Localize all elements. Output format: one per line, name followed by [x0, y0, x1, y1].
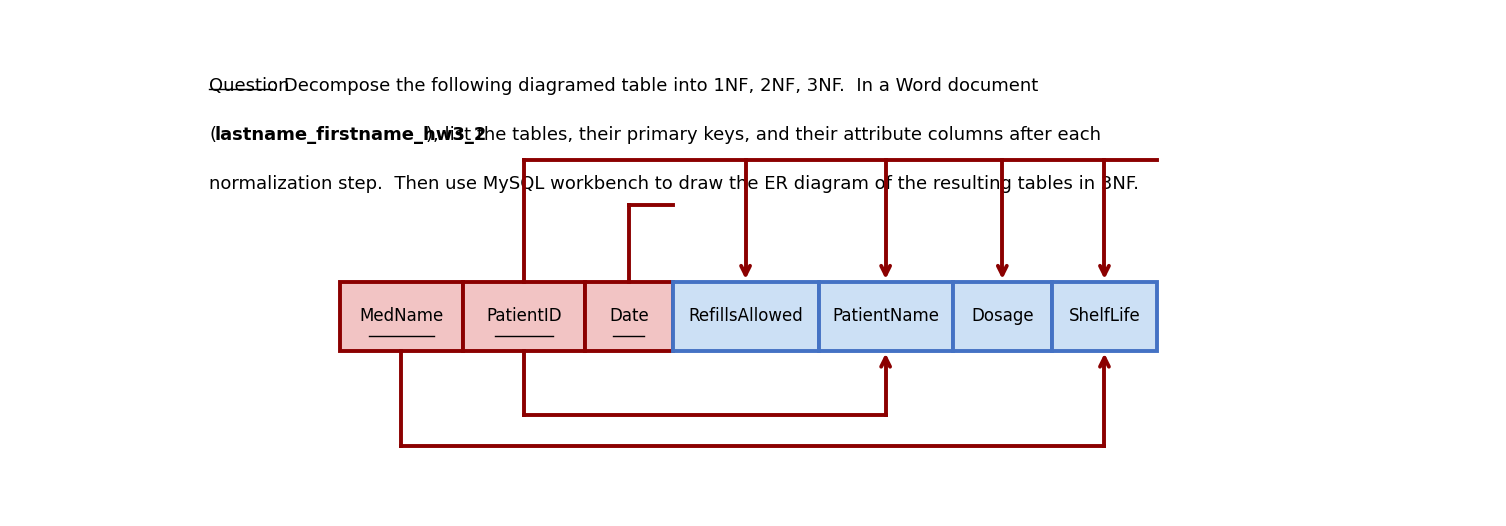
Text: lastname_firstname_hw3_2: lastname_firstname_hw3_2: [215, 126, 486, 144]
Text: PatientName: PatientName: [833, 307, 940, 325]
FancyBboxPatch shape: [1051, 282, 1157, 351]
Text: PatientID: PatientID: [486, 307, 562, 325]
Text: ), list the tables, their primary keys, and their attribute columns after each: ), list the tables, their primary keys, …: [426, 126, 1101, 144]
Text: ShelfLife: ShelfLife: [1069, 307, 1140, 325]
FancyBboxPatch shape: [462, 282, 584, 351]
FancyBboxPatch shape: [673, 282, 819, 351]
FancyBboxPatch shape: [819, 282, 953, 351]
Text: RefillsAllowed: RefillsAllowed: [688, 307, 803, 325]
FancyBboxPatch shape: [584, 282, 673, 351]
Text: Dosage: Dosage: [971, 307, 1033, 325]
Text: MedName: MedName: [358, 307, 443, 325]
Text: Date: Date: [608, 307, 649, 325]
FancyBboxPatch shape: [340, 282, 462, 351]
Text: : Decompose the following diagramed table into 1NF, 2NF, 3NF.  In a Word documen: : Decompose the following diagramed tabl…: [271, 77, 1038, 95]
Text: normalization step.  Then use MySQL workbench to draw the ER diagram of the resu: normalization step. Then use MySQL workb…: [209, 175, 1139, 193]
Text: Question: Question: [209, 77, 289, 95]
Text: (: (: [209, 126, 217, 144]
FancyBboxPatch shape: [953, 282, 1051, 351]
